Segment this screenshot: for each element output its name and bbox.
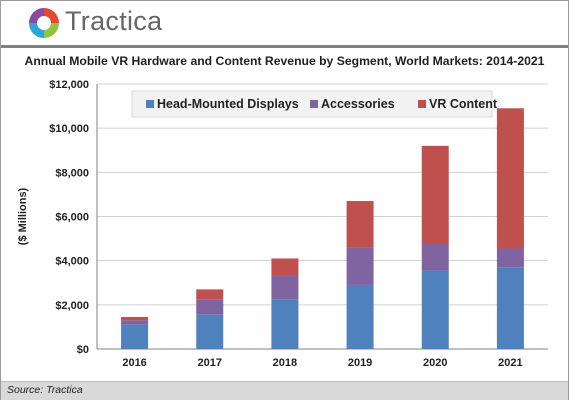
- source-bar: Source: Tractica: [1, 381, 568, 400]
- bar-segment: [271, 258, 299, 276]
- x-tick-label: 2020: [423, 357, 447, 369]
- y-tick-label: $8,000: [55, 167, 89, 179]
- header: Tractica: [1, 1, 568, 45]
- y-axis-label: ($ Millions): [17, 187, 29, 245]
- bar-segment: [421, 145, 449, 243]
- y-tick-label: $4,000: [55, 256, 89, 268]
- x-tick-label: 2017: [198, 357, 222, 369]
- x-tick-label: 2018: [273, 357, 297, 369]
- header-divider: [1, 45, 568, 48]
- bar-segment: [196, 289, 224, 300]
- legend-label: Head-Mounted Displays: [157, 97, 299, 111]
- bar-segment: [121, 316, 149, 321]
- x-tick-label: 2019: [348, 357, 372, 369]
- bar-segment: [121, 324, 149, 349]
- bar-segment: [496, 248, 524, 268]
- bar-segment: [271, 275, 299, 300]
- y-tick-label: $10,000: [49, 123, 89, 135]
- brand-name: Tractica: [65, 6, 163, 36]
- bar-segment: [496, 108, 524, 249]
- bar-segment: [421, 243, 449, 271]
- legend-swatch: [310, 100, 318, 108]
- legend-label: VR Content: [429, 97, 498, 111]
- bar-segment: [196, 299, 224, 315]
- y-tick-label: $2,000: [55, 300, 89, 312]
- x-tick-label: 2016: [122, 357, 146, 369]
- bar-segment: [271, 299, 299, 349]
- bar-segment: [121, 320, 149, 325]
- y-tick-label: $12,000: [49, 79, 89, 91]
- tractica-logo-icon: [29, 8, 59, 38]
- bar-segment: [496, 267, 524, 349]
- legend-swatch: [418, 100, 426, 108]
- source-text: Source: Tractica: [7, 384, 83, 396]
- legend-label: Accessories: [321, 97, 395, 111]
- chart-title: Annual Mobile VR Hardware and Content Re…: [24, 54, 545, 68]
- bar-segment: [421, 270, 449, 349]
- y-tick-label: $0: [77, 344, 89, 356]
- y-tick-label: $6,000: [55, 212, 89, 224]
- x-tick-label: 2021: [498, 357, 522, 369]
- bar-segment: [196, 314, 224, 349]
- bar-segment: [346, 284, 374, 349]
- legend-swatch: [146, 100, 154, 108]
- bar-segment: [346, 247, 374, 285]
- bar-segment: [346, 201, 374, 248]
